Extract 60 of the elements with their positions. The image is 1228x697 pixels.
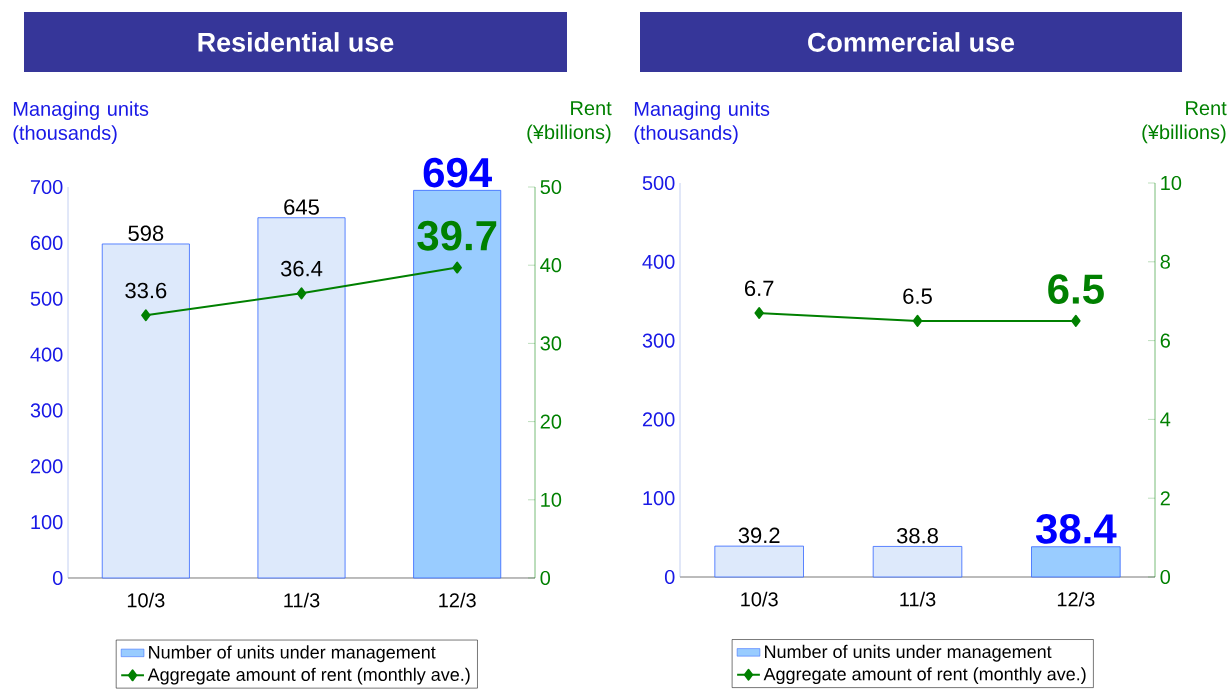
y2-tick-label: 0 bbox=[540, 570, 551, 586]
legend-label: Number of units under management bbox=[149, 645, 436, 663]
y-axis-title: Managing units (thousands) bbox=[13, 101, 149, 144]
y2-tick-label: 10 bbox=[541, 492, 562, 507]
data-label: 38.4 bbox=[1035, 514, 1117, 544]
bar bbox=[257, 217, 346, 579]
y-tick-label: 0 bbox=[664, 569, 675, 585]
data-label: 6.5 bbox=[903, 288, 932, 304]
point bbox=[452, 261, 462, 274]
y-tick-label: 500 bbox=[30, 291, 63, 306]
y-tick-label: 700 bbox=[30, 179, 63, 195]
x-tick-label: 10/3 bbox=[127, 592, 165, 608]
data-label: 38.8 bbox=[896, 527, 938, 544]
y-tick-label: 100 bbox=[643, 491, 675, 506]
data-label: 33.6 bbox=[125, 282, 167, 299]
point bbox=[296, 287, 307, 300]
y-tick-label: 600 bbox=[30, 235, 63, 250]
y-tick-label: 300 bbox=[642, 333, 675, 348]
x-tick-label: 12/3 bbox=[1057, 591, 1095, 607]
y-axis-title: Managing units (thousands) bbox=[634, 101, 770, 144]
legend-label: Number of units under management bbox=[765, 644, 1052, 662]
y2-tick-label: 8 bbox=[1160, 254, 1170, 269]
y2-tick-label: 6 bbox=[1160, 333, 1170, 348]
y-tick-label: 100 bbox=[31, 515, 63, 530]
y2-axis-title: Rent (¥billions) bbox=[527, 101, 612, 144]
x-tick-label: 10/3 bbox=[741, 591, 778, 607]
y2-tick-label: 20 bbox=[540, 414, 562, 429]
y-tick-label: 200 bbox=[642, 412, 675, 427]
y-tick-label: 200 bbox=[30, 459, 63, 474]
y2-tick-label: 40 bbox=[540, 258, 562, 273]
y-tick-label: 400 bbox=[30, 347, 63, 362]
y2-tick-label: 30 bbox=[540, 336, 562, 351]
data-label: 598 bbox=[128, 225, 164, 242]
data-label: 39.2 bbox=[738, 527, 780, 544]
x-tick-label: 12/3 bbox=[439, 592, 476, 608]
y2-tick-label: 50 bbox=[540, 179, 562, 195]
data-label: 694 bbox=[423, 157, 492, 188]
y-tick-label: 300 bbox=[30, 403, 63, 418]
y2-tick-label: 4 bbox=[1160, 412, 1171, 427]
y2-tick-label: 0 bbox=[1160, 569, 1171, 585]
x-tick-label: 11/3 bbox=[900, 591, 936, 607]
data-label: 36.4 bbox=[280, 260, 323, 277]
data-label: 645 bbox=[284, 199, 319, 215]
y-tick-label: 500 bbox=[642, 175, 675, 191]
x-tick-label: 11/3 bbox=[284, 592, 320, 608]
y2-axis-title: Rent (¥billions) bbox=[1142, 101, 1227, 144]
y-tick-label: 400 bbox=[642, 254, 675, 269]
y-tick-label: 0 bbox=[52, 570, 63, 586]
chart-title: Residential use bbox=[198, 32, 394, 52]
y2-tick-label: 10 bbox=[1161, 175, 1182, 191]
bar bbox=[413, 189, 502, 579]
chart-title: Commercial use bbox=[808, 32, 1015, 52]
data-label: 6.5 bbox=[1048, 274, 1104, 304]
legend-label: Aggregate amount of rent (monthly ave.) bbox=[147, 667, 470, 685]
data-label: 39.7 bbox=[417, 220, 497, 251]
bar bbox=[101, 243, 190, 579]
data-label: 6.7 bbox=[744, 280, 774, 297]
point bbox=[141, 309, 151, 322]
legend-label: Aggregate amount of rent (monthly ave.) bbox=[763, 667, 1086, 685]
y2-tick-label: 2 bbox=[1160, 491, 1170, 506]
